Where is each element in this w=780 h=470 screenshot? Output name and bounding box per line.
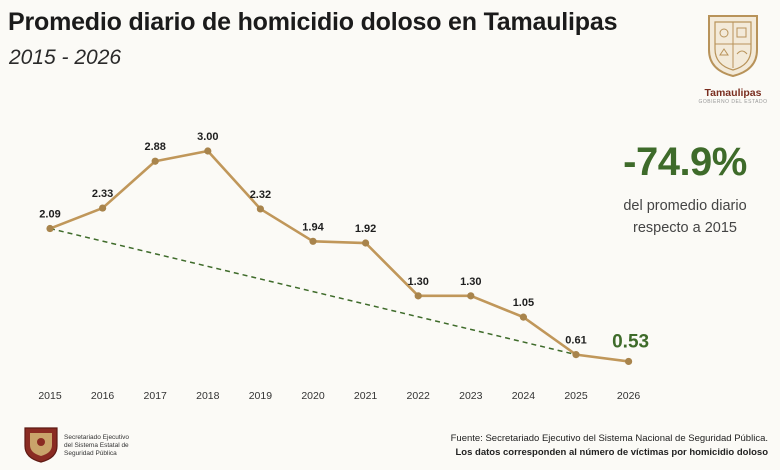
- footer-org-line-2: del Sistema Estatal de: [64, 442, 129, 449]
- data-label: 1.30: [407, 276, 428, 288]
- series-line: [49, 149, 629, 363]
- x-tick-label: 2024: [512, 390, 536, 402]
- data-label: 2.09: [39, 209, 60, 221]
- footer-organization: Secretariado Ejecutivo del Sistema Estat…: [64, 434, 129, 458]
- x-tick-label: 2017: [144, 390, 168, 402]
- data-label: 1.30: [460, 276, 481, 288]
- source-note: Fuente: Secretariado Ejecutivo del Siste…: [451, 432, 768, 460]
- secretariado-logo-icon: [24, 427, 58, 463]
- data-point: [572, 351, 580, 359]
- x-tick-label: 2025: [564, 390, 588, 402]
- percent-change: -74.9%: [623, 140, 747, 184]
- data-label: 2.88: [144, 141, 165, 153]
- data-point: [519, 313, 528, 321]
- state-shield-icon: [708, 15, 758, 78]
- data-label: 0.53: [612, 331, 649, 352]
- data-label: 2.33: [92, 188, 113, 200]
- percent-note-line-2: respecto a 2015: [633, 220, 737, 236]
- footer-org-line-3: Seguridad Pública: [64, 450, 117, 457]
- logo-tagline: GOBIERNO DEL ESTADO: [698, 99, 768, 105]
- source-line-2: Los datos corresponden al número de víct…: [455, 447, 769, 458]
- data-point: [467, 292, 475, 300]
- data-label: 3.00: [197, 131, 218, 143]
- data-point: [151, 157, 159, 165]
- x-tick-label: 2020: [301, 390, 325, 402]
- data-point: [625, 357, 633, 366]
- x-tick-label: 2019: [249, 390, 273, 402]
- data-point: [204, 147, 212, 155]
- state-logo: Tamaulipas GOBIERNO DEL ESTADO: [694, 10, 772, 110]
- chart-title: Promedio diario de homicidio doloso en T…: [8, 8, 618, 36]
- percent-note-line-1: del promedio diario: [623, 198, 747, 214]
- x-tick-label: 2023: [459, 390, 483, 402]
- x-tick-label: 2022: [407, 390, 431, 402]
- data-label: 1.92: [355, 223, 376, 235]
- data-label: 2.32: [250, 189, 271, 201]
- trend-line: [49, 227, 577, 356]
- data-label: 1.94: [302, 221, 324, 233]
- data-point: [46, 224, 54, 233]
- data-label: 0.61: [565, 335, 586, 347]
- x-tick-label: 2018: [196, 390, 220, 402]
- chart-subtitle: 2015 - 2026: [9, 46, 122, 69]
- data-point: [414, 292, 422, 300]
- percent-change-note: del promedio diario respecto a 2015: [600, 195, 770, 239]
- x-tick-label: 2021: [354, 390, 378, 402]
- x-tick-label: 2026: [617, 390, 641, 402]
- logo-name: Tamaulipas: [704, 87, 762, 99]
- x-tick-label: 2015: [38, 390, 62, 402]
- data-point: [309, 237, 317, 245]
- footer-org-line-1: Secretariado Ejecutivo: [64, 434, 130, 441]
- data-point: [99, 204, 107, 212]
- data-point: [256, 205, 264, 213]
- data-point: [362, 239, 370, 247]
- data-label: 1.05: [513, 297, 534, 309]
- source-line-1: Fuente: Secretariado Ejecutivo del Siste…: [450, 433, 768, 444]
- x-tick-label: 2016: [91, 390, 115, 402]
